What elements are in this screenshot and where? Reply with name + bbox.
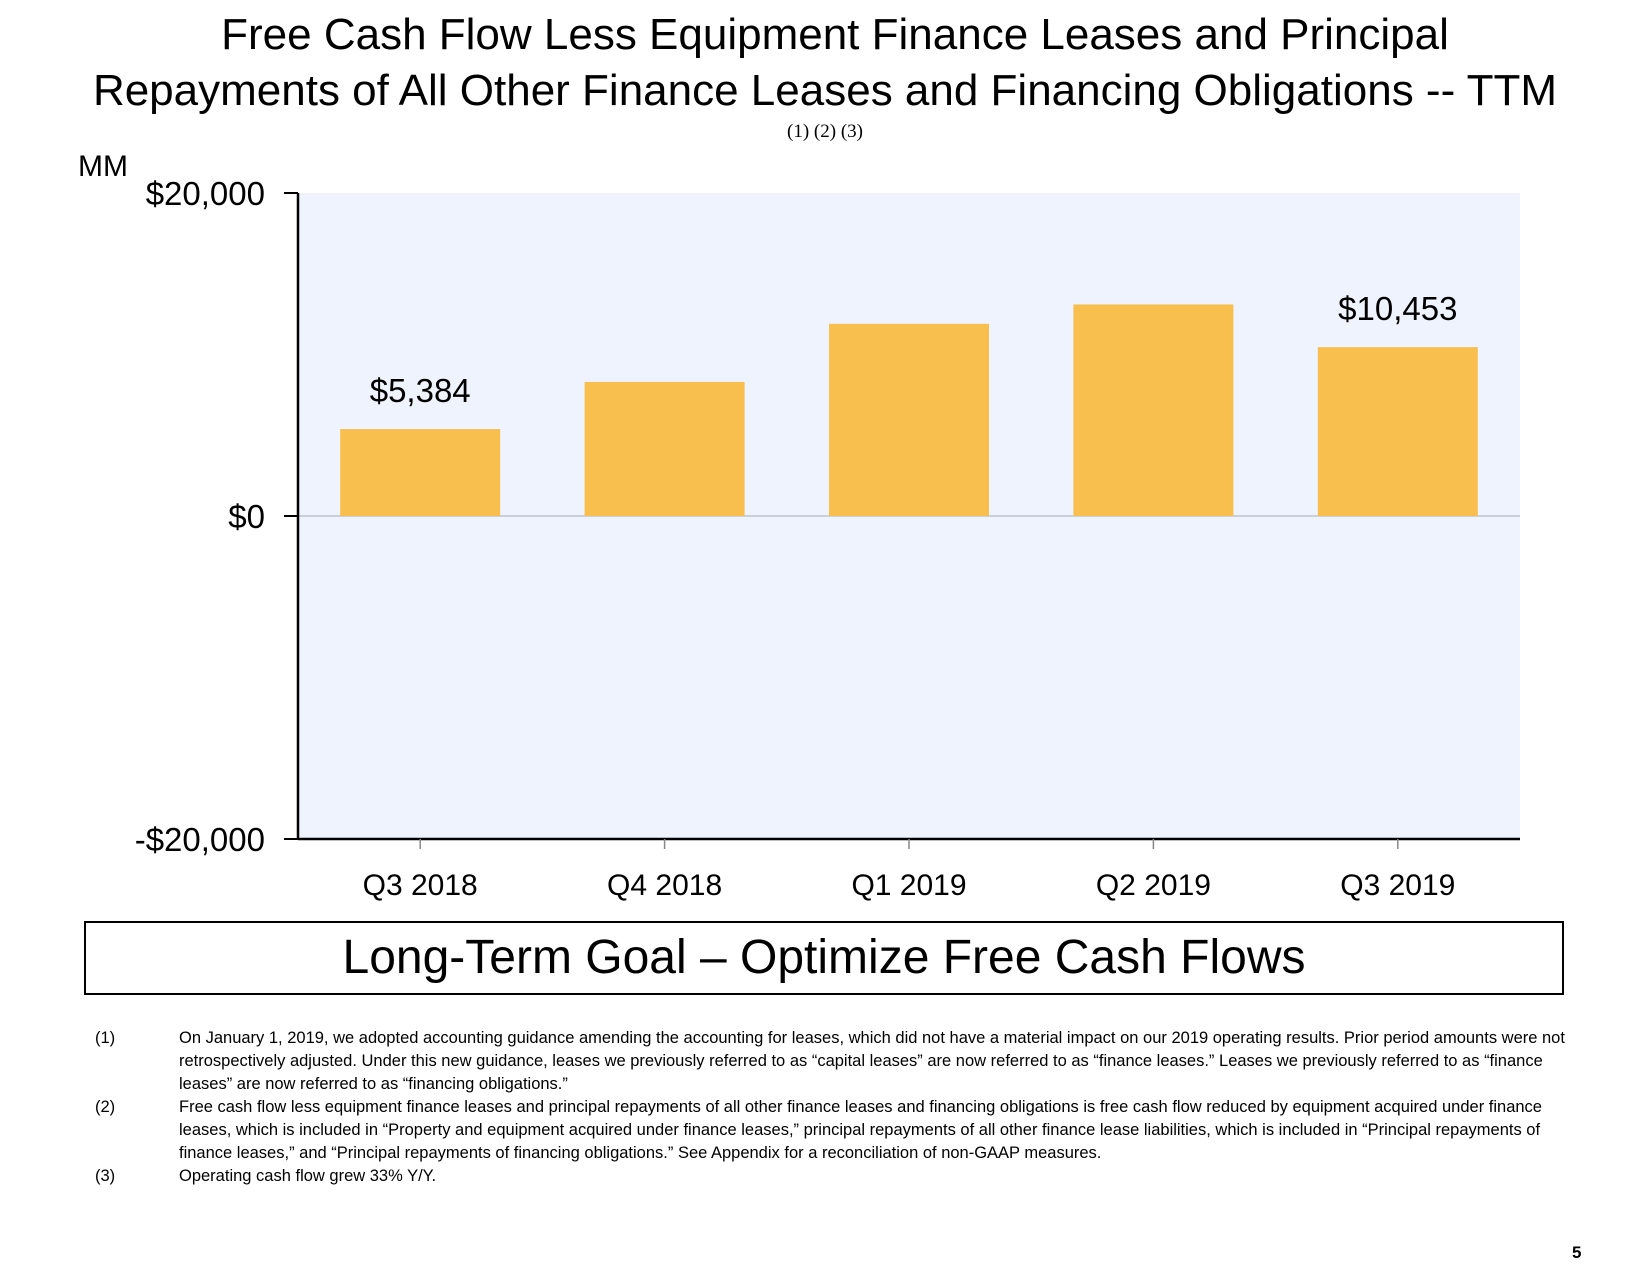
title-footnote-refs: (1) (2) (3)	[787, 121, 863, 142]
goal-banner: Long-Term Goal – Optimize Free Cash Flow…	[84, 921, 1564, 995]
footnote-text: On January 1, 2019, we adopted accountin…	[179, 1029, 1565, 1093]
footnote-text: Free cash flow less equipment finance le…	[179, 1098, 1542, 1162]
bar-q3-2018	[340, 429, 501, 516]
footnotes: (1) On January 1, 2019, we adopted accou…	[95, 1027, 1565, 1188]
y-tick-label: $20,000	[146, 175, 265, 212]
data-label: $5,384	[370, 372, 471, 409]
footnote-2: (2) Free cash flow less equipment financ…	[95, 1096, 1565, 1165]
bar-q2-2019	[1073, 304, 1234, 516]
bar-chart: $5,384 $10,453 $20,000 $0 -$20,000 Q3 2018 Q4 …	[78, 150, 1520, 902]
x-tick-label: Q4 2018	[607, 869, 722, 902]
y-unit-label: MM	[78, 150, 128, 183]
y-tick-label: -$20,000	[135, 821, 265, 858]
footnote-number: (1)	[95, 1029, 116, 1047]
chart-title-line-1: Free Cash Flow Less Equipment Finance Le…	[221, 10, 1449, 59]
x-tick-label: Q3 2018	[363, 869, 478, 902]
bar-q4-2018	[584, 381, 745, 516]
bar-q3-2019	[1317, 347, 1478, 516]
data-label: $10,453	[1338, 290, 1457, 327]
x-tick-label: Q1 2019	[851, 869, 966, 902]
x-tick-label: Q3 2019	[1340, 869, 1455, 902]
footnote-1: (1) On January 1, 2019, we adopted accou…	[95, 1027, 1565, 1096]
bar-q1-2019	[829, 323, 989, 516]
x-tick-label: Q2 2019	[1096, 869, 1211, 902]
footnote-number: (2)	[95, 1098, 116, 1116]
page-number: 5	[1572, 1243, 1582, 1262]
footnote-3: (3) Operating cash flow grew 33% Y/Y.	[95, 1165, 1565, 1188]
footnote-number: (3)	[95, 1167, 116, 1185]
y-tick-label: $0	[228, 498, 265, 535]
footnote-text: Operating cash flow grew 33% Y/Y.	[179, 1167, 437, 1185]
chart-title-line-2: Repayments of All Other Finance Leases a…	[92, 66, 1558, 115]
